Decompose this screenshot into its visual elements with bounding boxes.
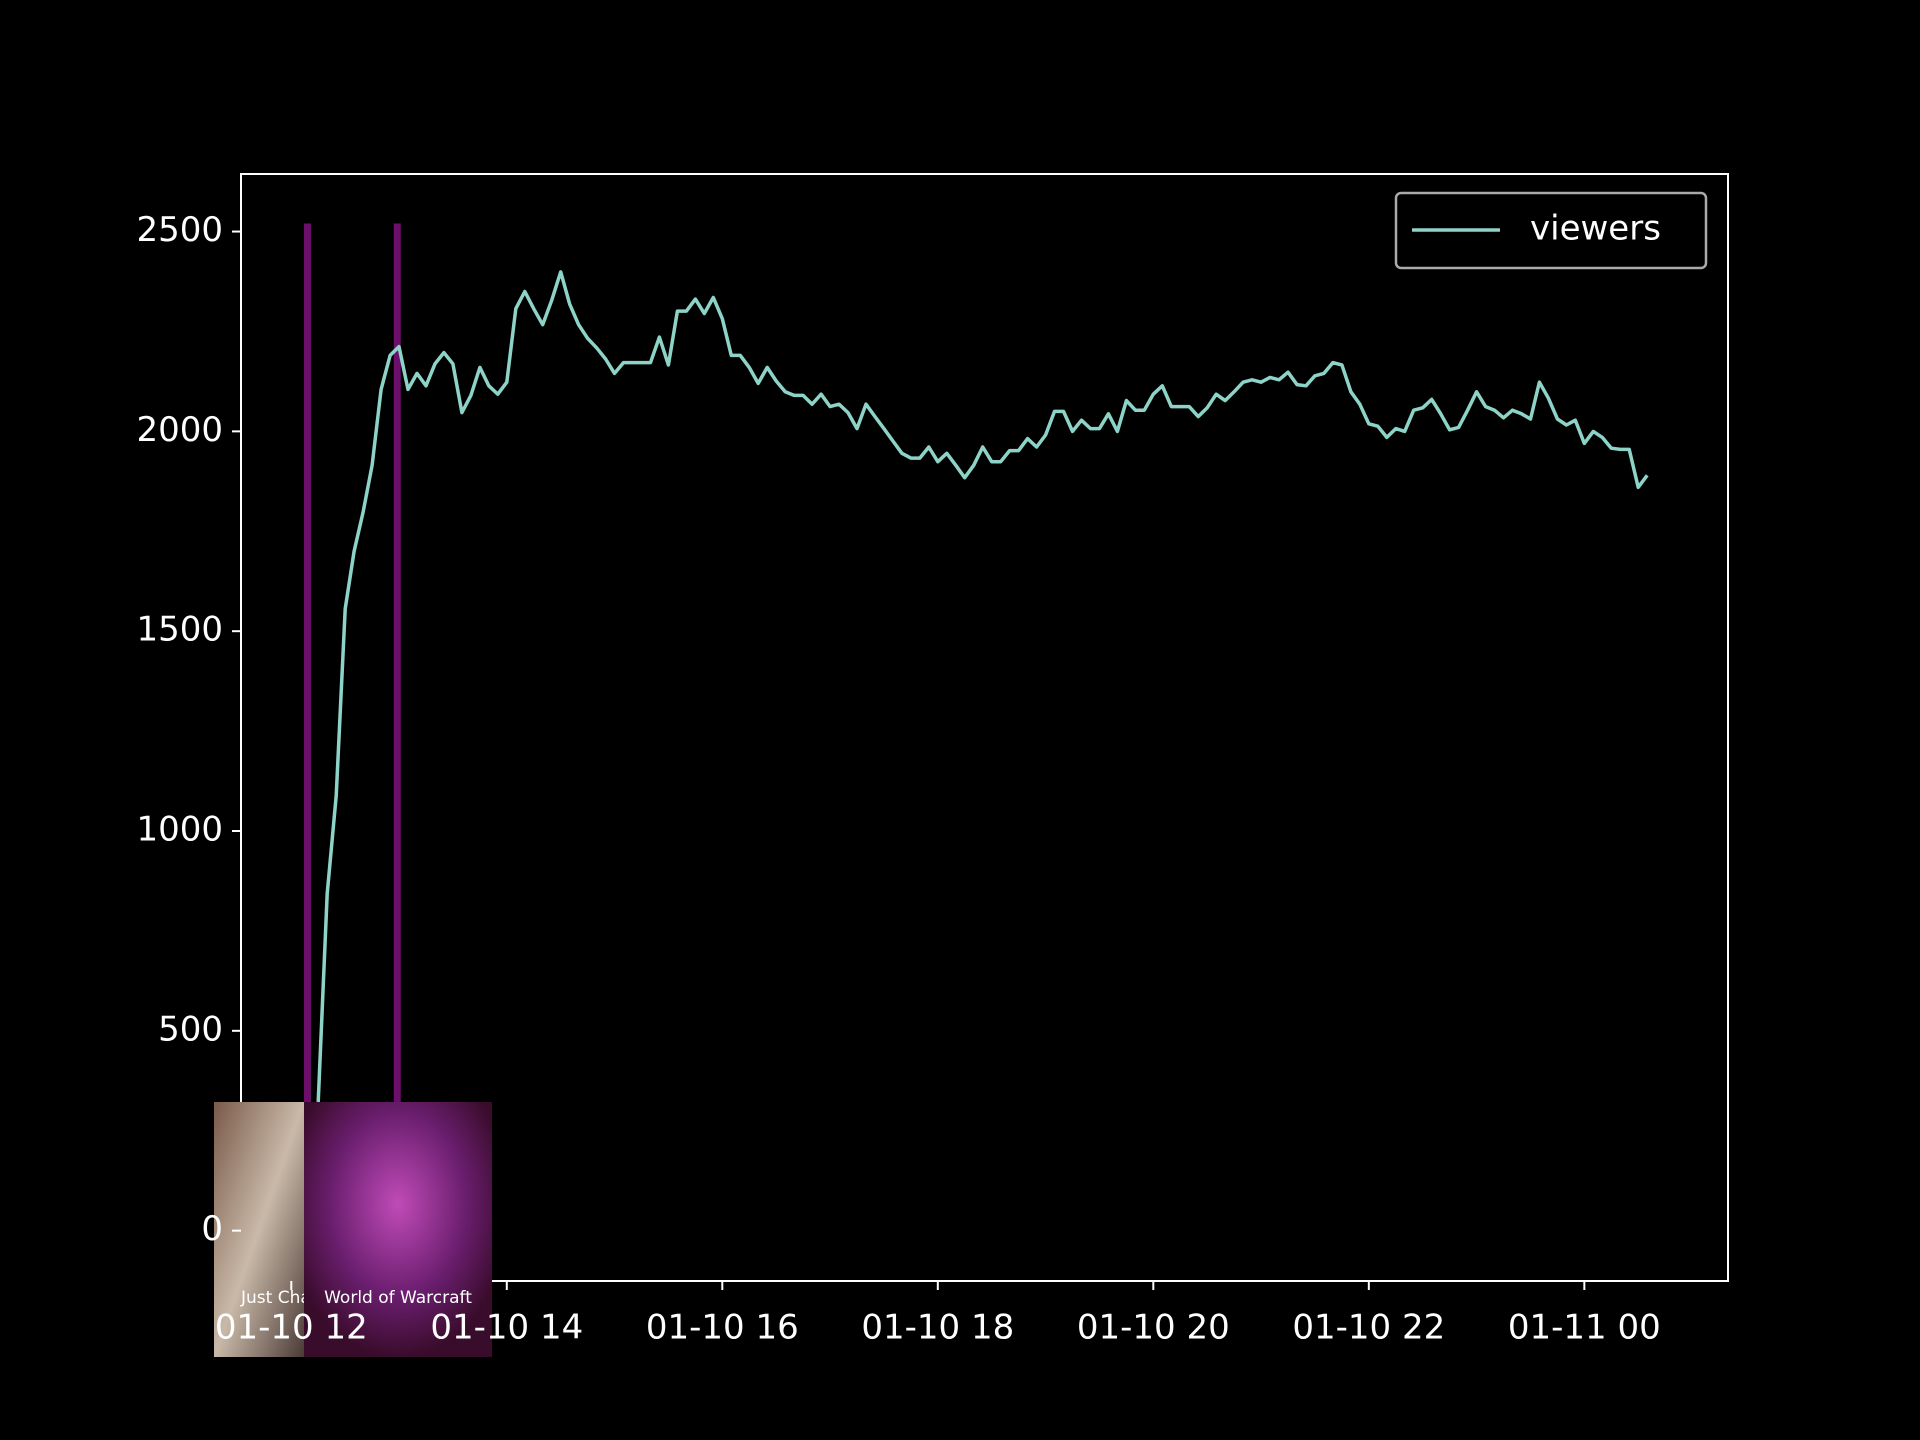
- image-world-of-warcraft: [304, 1102, 492, 1357]
- x-tick-label: 01-10 22: [1292, 1308, 1445, 1348]
- x-tick-label: 01-10 14: [430, 1308, 583, 1348]
- y-tick-label: 2500: [136, 210, 223, 250]
- legend-label: viewers: [1530, 209, 1661, 249]
- y-tick-label: 1500: [136, 610, 223, 650]
- x-tick-label: 01-10 18: [861, 1308, 1014, 1348]
- y-tick-label: 2000: [136, 410, 223, 450]
- legend-frame: [1394, 191, 1708, 270]
- legend: viewers: [1394, 191, 1708, 270]
- x-tick-label: 01-10 12: [215, 1308, 368, 1348]
- y-tick-label: 1000: [136, 810, 223, 850]
- x-tick-label: 01-10 20: [1077, 1308, 1230, 1348]
- x-tick-label: 01-10 16: [646, 1308, 799, 1348]
- x-tick-label: 01-11 00: [1508, 1308, 1661, 1348]
- y-tick-label: 0: [201, 1209, 223, 1249]
- plot-area: [303, 223, 1649, 1231]
- y-tick-label: 500: [158, 1009, 223, 1049]
- image-just-chatting: [214, 1102, 304, 1357]
- annotation-label: World of Warcraft: [324, 1288, 472, 1308]
- series-line: [316, 270, 1649, 1103]
- axes-frame: [240, 173, 1729, 1282]
